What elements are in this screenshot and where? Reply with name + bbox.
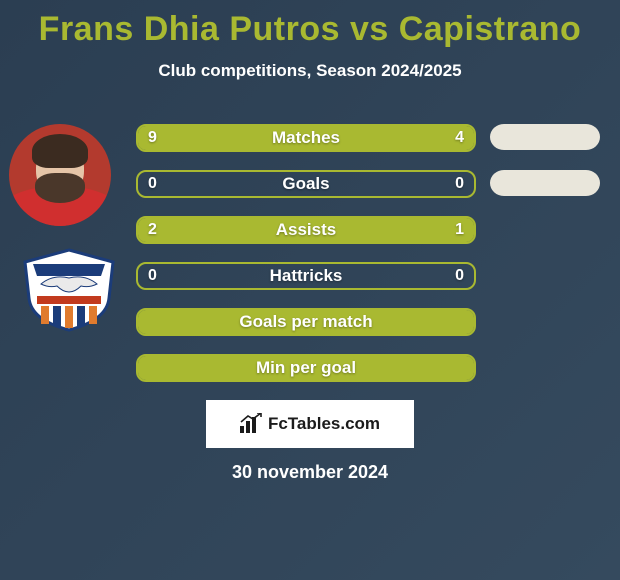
left-player-column [9,124,119,332]
player-pill-right [490,124,600,150]
stat-label: Matches [138,126,474,150]
date-stamp: 30 november 2024 [0,462,620,483]
brand-label: FcTables.com [268,414,380,434]
stat-label: Assists [138,218,474,242]
stat-label: Goals per match [138,310,474,334]
avatar-beard [35,173,85,203]
stat-row: Goals per match [136,308,476,336]
shield-banner [37,296,101,304]
page-title: Frans Dhia Putros vs Capistrano [0,0,620,49]
stats-bars: 94Matches 00Goals 21Assists 00Hattricks Goal… [136,124,476,400]
right-player-column [490,124,600,216]
comparison-card: Frans Dhia Putros vs Capistrano Club com… [0,0,620,580]
stat-row: 94Matches [136,124,476,152]
stat-label: Min per goal [138,356,474,380]
stat-row: Min per goal [136,354,476,382]
stat-row: 00Hattricks [136,262,476,290]
stat-label: Goals [138,172,474,196]
stat-label: Hattricks [138,264,474,288]
stat-row: 00Goals [136,170,476,198]
brand-badge: FcTables.com [206,400,414,448]
bar-chart-icon [240,415,262,433]
avatar-hair [32,134,88,168]
stat-row: 21Assists [136,216,476,244]
player-pill-right [490,170,600,196]
shield-top-band [33,264,105,276]
player-avatar-left [9,124,111,226]
subtitle: Club competitions, Season 2024/2025 [0,61,620,81]
club-logo-left [19,248,119,332]
